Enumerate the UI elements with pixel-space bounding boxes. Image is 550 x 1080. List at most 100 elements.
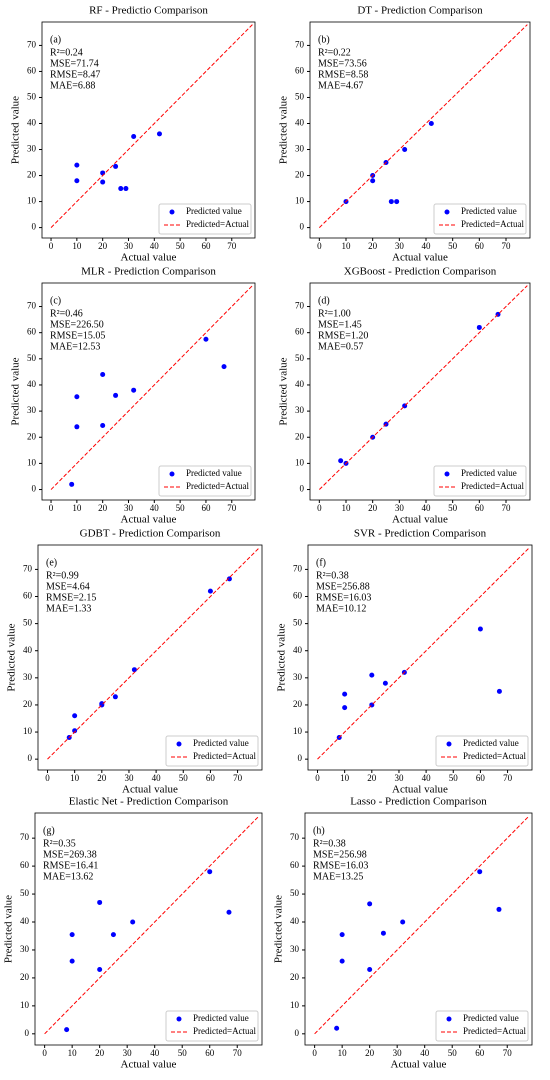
y-tick-label: 10	[295, 457, 305, 467]
legend-box	[435, 1010, 529, 1042]
metric: MAE=1.33	[46, 603, 91, 614]
legend-label: Predicted value	[186, 468, 242, 478]
x-tick-label: 0	[317, 241, 322, 251]
metric: MAE=10.12	[316, 603, 366, 614]
point	[339, 932, 345, 938]
y-tick-label: 50	[27, 353, 37, 363]
y-tick-label: 0	[298, 753, 303, 763]
x-tick-label: 30	[393, 1048, 403, 1058]
chart-title: XGBoost - Prediction Comparison	[344, 266, 497, 278]
y-axis-label: Predicted value	[10, 96, 22, 164]
y-tick-label: 10	[27, 457, 37, 467]
point	[400, 919, 406, 925]
legend-label: Predicted=Actual	[186, 481, 250, 491]
metric: MSE=4.64	[46, 581, 90, 592]
point	[476, 324, 482, 330]
point	[402, 147, 408, 153]
x-tick-label: 70	[227, 503, 237, 513]
point	[477, 626, 483, 632]
point	[99, 701, 105, 707]
reference-line	[47, 547, 260, 760]
metric: MSE=226.50	[50, 319, 104, 330]
metric: R²=0.38	[316, 570, 349, 581]
x-tick-label: 20	[365, 1048, 375, 1058]
y-tick-label: 50	[27, 92, 37, 102]
point	[338, 458, 344, 464]
point	[388, 199, 394, 205]
panel: XGBoost - Prediction Comparison 0 10 20 30 40…	[278, 266, 531, 526]
legend-swatch	[176, 1016, 182, 1022]
y-tick-label: 70	[290, 832, 300, 842]
chart-title: GDBT - Prediction Comparison	[80, 528, 221, 540]
metric: MAE=0.57	[318, 341, 363, 352]
y-tick-label: 0	[25, 1028, 30, 1038]
metric: R²=1.00	[318, 308, 351, 319]
metric: R²=0.24	[50, 47, 83, 58]
point	[394, 199, 400, 205]
y-tick-label: 20	[23, 699, 33, 709]
point	[207, 588, 213, 594]
y-tick-label: 50	[293, 618, 303, 628]
x-axis-label: Actual value	[392, 252, 448, 264]
x-tick-label: 10	[70, 773, 80, 783]
point	[342, 705, 348, 711]
y-tick-label: 0	[300, 484, 305, 494]
x-tick-label: 70	[233, 773, 243, 783]
y-tick-label: 60	[20, 860, 30, 870]
x-tick-label: 40	[150, 241, 160, 251]
point	[97, 899, 103, 905]
y-tick-label: 40	[290, 916, 300, 926]
y-tick-label: 10	[290, 1000, 300, 1010]
y-tick-label: 20	[295, 170, 305, 180]
metric: R²=0.22	[318, 47, 351, 58]
y-axis-label: Predicted value	[273, 895, 285, 963]
metric: RMSE=1.20	[318, 330, 368, 341]
y-tick-label: 20	[293, 699, 303, 709]
y-tick-label: 10	[20, 1000, 30, 1010]
legend-swatch	[176, 741, 182, 747]
y-tick-label: 20	[295, 431, 305, 441]
legend-swatch	[169, 209, 175, 215]
panel: Elastic Net - Prediction Comparison 0 10 20…	[3, 796, 263, 1071]
y-tick-label: 50	[20, 888, 30, 898]
legend-swatch	[446, 1016, 452, 1022]
point	[367, 901, 373, 907]
y-tick-label: 0	[295, 1028, 300, 1038]
x-tick-label: 40	[152, 773, 162, 783]
x-tick-label: 30	[395, 503, 405, 513]
y-axis-label: Predicted value	[3, 895, 15, 963]
panel: DT - Prediction Comparison 0 10 20 30 40 50 60 7…	[278, 5, 531, 264]
x-tick-label: 60	[475, 1048, 485, 1058]
x-tick-label: 20	[98, 241, 108, 251]
y-tick-label: 40	[27, 379, 37, 389]
legend-box	[158, 203, 252, 235]
x-tick-label: 70	[502, 241, 512, 251]
x-tick-label: 0	[312, 1048, 317, 1058]
point	[342, 691, 348, 697]
metric: R²=0.99	[46, 570, 79, 581]
legend-label: Predicted=Actual	[193, 1026, 257, 1036]
y-tick-label: 20	[27, 170, 37, 180]
x-tick-label: 40	[422, 241, 432, 251]
metric: R²=0.46	[50, 308, 83, 319]
y-tick-label: 60	[295, 327, 305, 337]
x-tick-label: 60	[206, 773, 216, 783]
x-tick-label: 40	[150, 503, 160, 513]
point	[118, 186, 124, 192]
x-tick-label: 40	[150, 1048, 160, 1058]
x-axis-label: Actual value	[122, 784, 178, 796]
point	[496, 906, 502, 912]
y-axis-label: Predicted value	[6, 623, 18, 691]
y-tick-label: 50	[295, 92, 305, 102]
y-tick-label: 60	[290, 860, 300, 870]
panel-label: (g)	[43, 825, 55, 836]
panel: RF - Predictio Comparison 0 10 20 30 40 50 60 70…	[10, 5, 256, 264]
x-tick-label: 40	[420, 1048, 430, 1058]
point	[370, 178, 376, 184]
x-tick-label: 50	[448, 503, 458, 513]
x-tick-label: 70	[227, 241, 237, 251]
x-axis-label: Actual value	[121, 1059, 177, 1071]
plot-frame	[309, 282, 531, 501]
point	[339, 958, 345, 964]
